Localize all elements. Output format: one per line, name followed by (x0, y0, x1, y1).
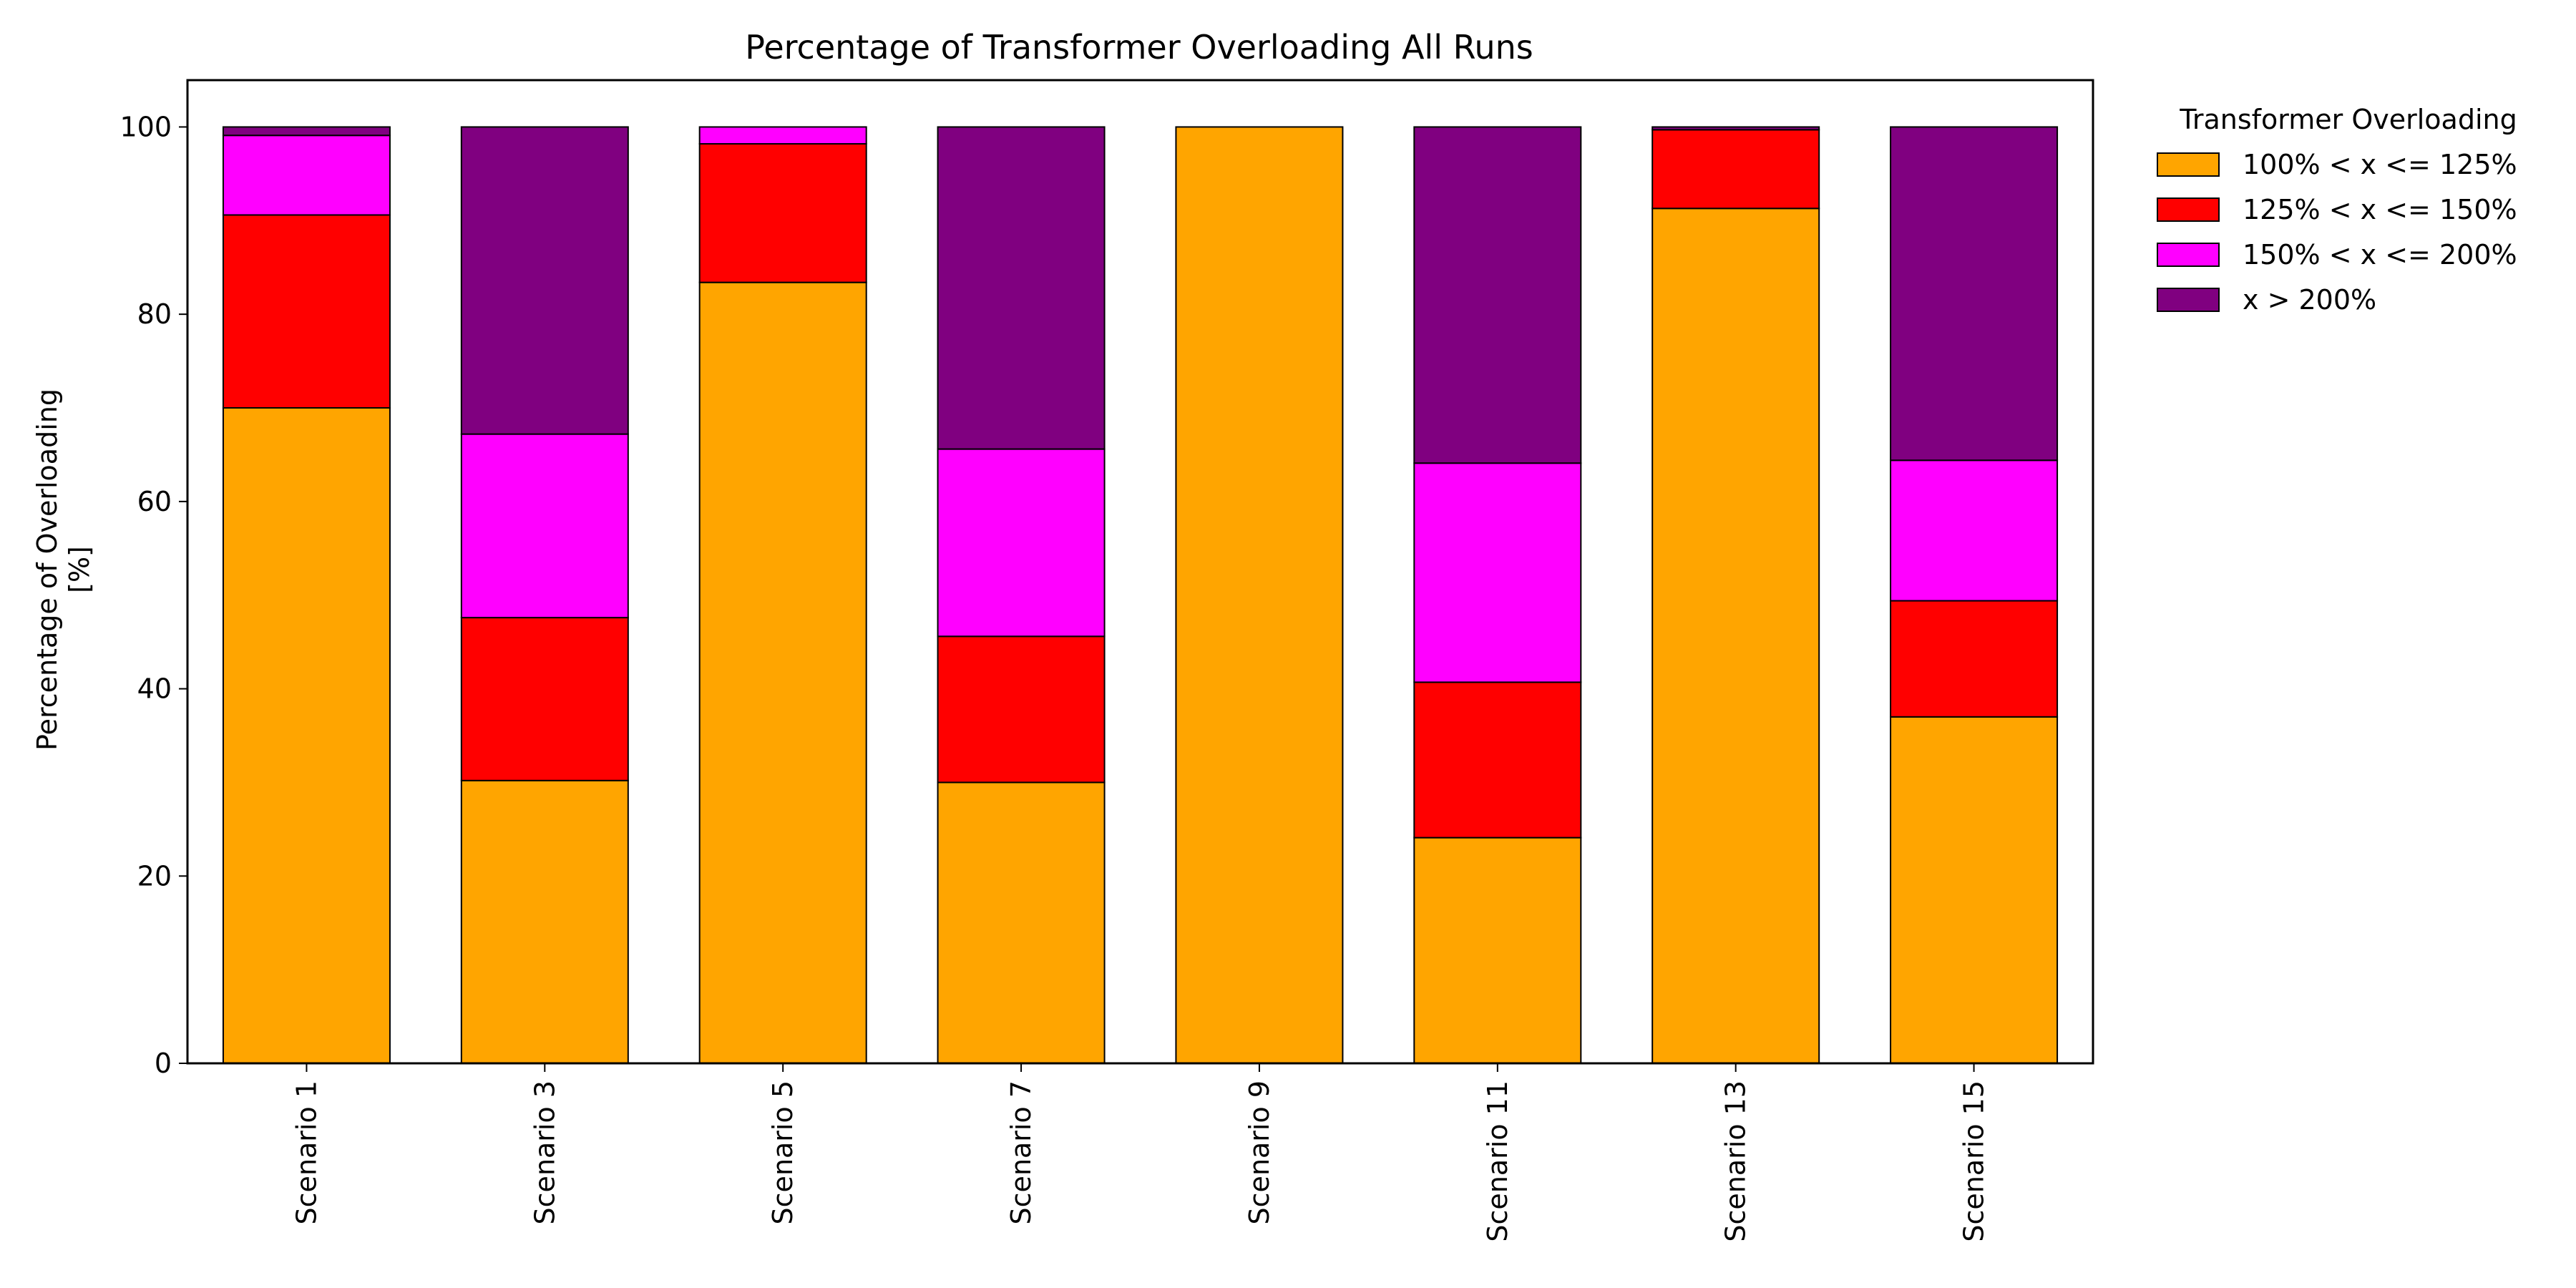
bar-scenario-13-series-1 (1652, 208, 1820, 1064)
legend-items: 100% < x <= 125% 125% < x <= 150% 150% < x… (2157, 149, 2517, 316)
bar-scenario-7-series-2 (937, 635, 1106, 784)
bar-scenario-3-series-4 (460, 126, 629, 435)
bar-scenario-15-series-1 (1890, 716, 2059, 1065)
bar-scenario-3-series-2 (460, 617, 629, 781)
y-axis-ticks: 0 20 40 60 80 100 (119, 111, 187, 1079)
x-tick-label-scenario-1: Scenario 1 (291, 1080, 322, 1224)
y-tick-label-80: 80 (137, 298, 172, 330)
y-axis-label: Percentage of Overloading [%] (31, 389, 95, 751)
bar-scenario-5-series-1 (698, 281, 867, 1064)
legend-label-1: 100% < x <= 125% (2243, 149, 2517, 180)
legend-label-2: 125% < x <= 150% (2243, 194, 2517, 225)
x-tick-label-scenario-13: Scenario 13 (1720, 1080, 1752, 1242)
bar-scenario-3-series-3 (460, 433, 629, 619)
x-tick-label-scenario-11: Scenario 11 (1482, 1080, 1513, 1242)
legend-swatch-1 (2157, 152, 2220, 177)
plot-area-frame (186, 79, 2094, 1065)
legend-title: Transformer Overloading (2179, 104, 2517, 135)
legend-swatch-2 (2157, 197, 2220, 222)
bar-scenario-13-series-2 (1652, 129, 1820, 210)
bar-scenario-7-series-1 (937, 781, 1106, 1065)
bar-scenario-15-series-3 (1890, 459, 2059, 602)
bar-scenario-9-series-1 (1175, 126, 1344, 1064)
x-tick-label-scenario-5: Scenario 5 (767, 1080, 799, 1224)
y-tick-label-100: 100 (119, 111, 172, 142)
bar-scenario-11-series-3 (1413, 462, 1582, 683)
bar-scenario-15-series-4 (1890, 126, 2059, 462)
y-tick-label-60: 60 (137, 486, 172, 517)
bar-scenario-1-series-2 (222, 214, 391, 409)
bar-scenario-1-series-3 (222, 135, 391, 216)
x-axis-ticks: Scenario 1 Scenario 3 Scenario 5 Scenario 7… (291, 1063, 1990, 1242)
x-tick-label-scenario-3: Scenario 3 (529, 1080, 560, 1224)
bar-scenario-13-series-4 (1652, 126, 1820, 131)
bar-scenario-15-series-2 (1890, 600, 2059, 718)
bar-scenario-5-series-3 (698, 126, 867, 145)
y-axis-label-line-2: [%] (64, 546, 95, 593)
x-tick-label-scenario-9: Scenario 9 (1244, 1080, 1275, 1224)
bar-scenario-11-series-1 (1413, 836, 1582, 1064)
x-tick-label-scenario-15: Scenario 15 (1958, 1080, 1990, 1242)
chart-title: Percentage of Transformer Overloading Al… (745, 28, 1533, 67)
y-tick-label-0: 0 (155, 1048, 172, 1079)
bars-layer (222, 126, 2059, 1065)
y-tick-label-40: 40 (137, 673, 172, 705)
x-tick-label-scenario-7: Scenario 7 (1005, 1080, 1037, 1224)
bar-scenario-1-series-4 (222, 126, 391, 137)
bar-scenario-7-series-4 (937, 126, 1106, 450)
legend-label-4: x > 200% (2243, 284, 2376, 316)
bar-scenario-5-series-2 (698, 142, 867, 283)
bar-scenario-7-series-3 (937, 448, 1106, 638)
bar-scenario-11-series-2 (1413, 681, 1582, 839)
legend-swatch-4 (2157, 288, 2220, 312)
legend-swatch-3 (2157, 243, 2220, 267)
bar-scenario-1-series-1 (222, 407, 391, 1064)
y-axis-label-line-1: Percentage of Overloading (31, 389, 63, 751)
bar-scenario-3-series-1 (460, 779, 629, 1065)
legend: Transformer Overloading 100% < x <= 125%… (2157, 104, 2517, 316)
y-tick-label-20: 20 (137, 860, 172, 892)
bar-scenario-11-series-4 (1413, 126, 1582, 464)
legend-label-3: 150% < x <= 200% (2243, 239, 2517, 270)
